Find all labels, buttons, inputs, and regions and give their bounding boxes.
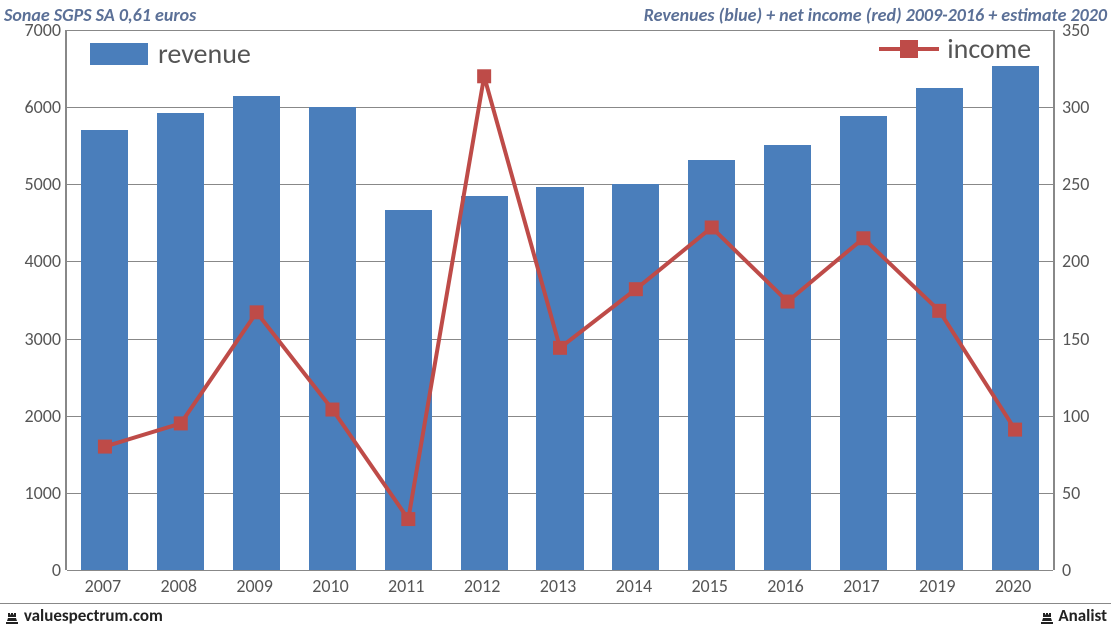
footer-right-text: Analist — [1058, 605, 1107, 626]
gridline — [67, 570, 1053, 571]
y-left-tick: 0 — [6, 559, 61, 581]
y-right-tick: 0 — [1062, 559, 1107, 581]
x-tick-2010: 2010 — [312, 575, 349, 597]
footer-left-text: valuespectrum.com — [24, 605, 163, 626]
x-tick-2017: 2017 — [843, 575, 880, 597]
y-right-tick: 250 — [1062, 173, 1107, 195]
income-marker-2012 — [477, 69, 491, 83]
bar-2020 — [992, 66, 1039, 570]
footer-right: Analist — [1039, 605, 1108, 626]
y-left-tick: 6000 — [6, 96, 61, 118]
gridline — [67, 107, 1053, 108]
title-right: Revenues (blue) + net income (red) 2009-… — [644, 4, 1107, 26]
rook-icon — [1039, 609, 1055, 625]
title-row: Sonae SGPS SA 0,61 euros Revenues (blue)… — [0, 0, 1111, 30]
y-right-tick: 300 — [1062, 96, 1107, 118]
y-right-tick: 200 — [1062, 250, 1107, 272]
x-tick-2015: 2015 — [691, 575, 728, 597]
y-left-tick: 3000 — [6, 328, 61, 350]
y-right-tick: 350 — [1062, 19, 1107, 41]
legend-income: income — [879, 31, 1031, 66]
y-left-tick: 2000 — [6, 405, 61, 427]
legend-income-swatch — [879, 35, 939, 63]
bar-2015 — [688, 160, 735, 570]
x-tick-2007: 2007 — [85, 575, 122, 597]
y-left-tick: 7000 — [6, 19, 61, 41]
x-tick-2011: 2011 — [388, 575, 425, 597]
bar-2009 — [233, 96, 280, 570]
x-tick-2020: 2020 — [995, 575, 1032, 597]
y-right-tick: 100 — [1062, 405, 1107, 427]
chart-container: Sonae SGPS SA 0,61 euros Revenues (blue)… — [0, 0, 1111, 627]
bar-2010 — [309, 107, 356, 570]
legend-revenue-label: revenue — [158, 36, 251, 71]
x-tick-2013: 2013 — [540, 575, 577, 597]
footer: valuespectrum.com Analist — [0, 603, 1111, 627]
x-tick-2008: 2008 — [161, 575, 198, 597]
bar-2012 — [461, 196, 508, 570]
bar-2017 — [840, 116, 887, 570]
legend-income-label: income — [947, 31, 1031, 66]
x-tick-2012: 2012 — [464, 575, 501, 597]
legend-revenue: revenue — [90, 36, 251, 71]
x-tick-2016: 2016 — [767, 575, 804, 597]
bar-2013 — [536, 187, 583, 570]
y-right-tick: 150 — [1062, 328, 1107, 350]
gridline — [67, 184, 1053, 185]
bar-2016 — [764, 145, 811, 570]
bar-2011 — [385, 210, 432, 570]
rook-icon — [4, 609, 20, 625]
bar-2014 — [612, 184, 659, 570]
x-tick-2014: 2014 — [616, 575, 653, 597]
bar-2007 — [81, 130, 128, 570]
y-left-tick: 5000 — [6, 173, 61, 195]
bar-2019 — [916, 88, 963, 570]
x-tick-2009: 2009 — [236, 575, 273, 597]
bar-2008 — [157, 113, 204, 570]
legend-revenue-swatch — [90, 43, 148, 65]
y-left-tick: 4000 — [6, 250, 61, 272]
x-tick-2019: 2019 — [919, 575, 956, 597]
plot-area — [65, 30, 1055, 570]
y-left-tick: 1000 — [6, 482, 61, 504]
footer-left: valuespectrum.com — [4, 605, 163, 626]
y-right-tick: 50 — [1062, 482, 1107, 504]
